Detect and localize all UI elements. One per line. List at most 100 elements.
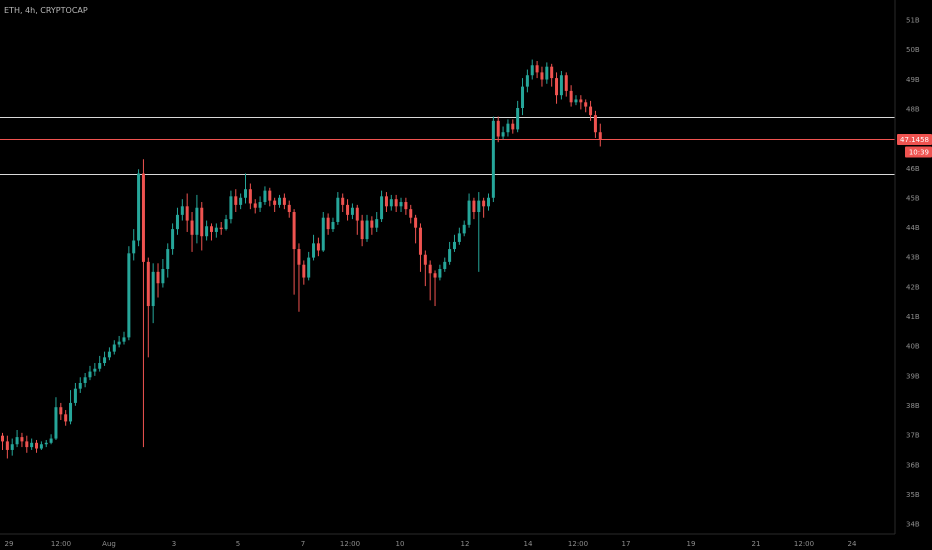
candle [331,217,335,232]
candle [5,435,9,459]
time-tick-label: 12:00 [794,540,814,548]
candle-body [375,219,379,228]
candle [389,194,393,211]
time-tick-label: 5 [236,540,240,548]
candle [559,70,563,100]
candle [20,432,24,448]
candle [25,435,29,453]
candle [550,63,554,87]
candle-body [229,196,233,220]
candle-body [273,200,277,205]
candle-body [35,442,39,449]
candle [302,260,306,285]
candle [433,270,437,307]
price-tick-label: 38B [906,402,920,410]
candle-body [511,123,515,130]
price-tick-label: 37B [906,432,920,440]
price-tick-label: 40B [906,343,920,351]
candle [205,220,209,241]
candle-body [569,90,573,103]
candle-body [555,78,559,96]
time-tick-label: 7 [301,540,305,548]
candle [15,429,19,448]
candle-body [151,271,155,307]
candle-body [59,407,63,415]
candle-body [564,75,568,91]
candle-body [175,214,179,230]
time-tick-label: 14 [524,540,533,548]
candle-body [25,441,29,448]
time-scale[interactable]: 29 12:00 Aug 3 5 7 12:00 10 12 14 12:00 17 19 21 12:00… [5,540,857,548]
candle [593,110,597,138]
candle-body [482,200,486,207]
candle [103,351,107,366]
candle [555,72,559,104]
candle [83,373,87,388]
candle-body [448,249,452,262]
candle [414,214,418,244]
time-tick-label: 12:00 [568,540,588,548]
candle-body [574,99,578,103]
candle [98,355,102,372]
candle [404,197,408,215]
candle [117,335,121,348]
candle [384,192,388,213]
candle-body [477,200,481,213]
candle-body [98,363,102,369]
price-tick-label: 45B [906,194,920,202]
candle [175,207,179,235]
candle [268,187,272,207]
candle-body [117,341,121,345]
candles [1,59,602,459]
candle [467,193,471,228]
candle [122,331,126,345]
candle-body [278,197,282,205]
candle [472,197,476,220]
candle-body [302,264,306,278]
candle-body [234,196,238,205]
candle [399,197,403,213]
candle-body [180,206,184,215]
candle [438,264,442,281]
candle-body [141,173,145,262]
candle-body [219,227,223,230]
candle-body [54,407,58,439]
candle [307,251,311,281]
time-tick-label: 12 [461,540,470,548]
candle-body [214,227,218,232]
candle-body [525,75,529,87]
candle [44,439,48,448]
candle-body [331,221,335,230]
candle-body [258,202,262,208]
time-tick-label: 21 [752,540,761,548]
candle-body [521,86,525,109]
candle-body [409,209,413,218]
candle-body [433,273,437,278]
candle [501,126,505,140]
symbol-label: ETH, 4h, CRYPTOCAP [4,6,88,15]
candle [161,259,165,288]
candle-body [132,240,136,254]
candle-body [589,106,593,116]
candle [365,214,369,242]
candle [239,193,243,210]
candle [525,69,529,93]
time-tick-label: 29 [5,540,14,548]
candle [516,100,520,133]
price-scale[interactable]: 51B50B49B48B47B46B45B44B43B42B41B40B39B3… [906,17,920,529]
candle-body [112,344,116,352]
candle [545,62,549,84]
candle-body [530,65,534,76]
candle-body [292,212,296,250]
candle [341,193,345,213]
candle [312,234,316,261]
candle-body [414,217,418,228]
candle-body [443,261,447,269]
candle-body [316,243,320,251]
candle [30,438,34,450]
time-tick-label: 12:00 [51,540,71,548]
candle [64,410,68,426]
candle [93,363,97,376]
candle [248,183,252,210]
